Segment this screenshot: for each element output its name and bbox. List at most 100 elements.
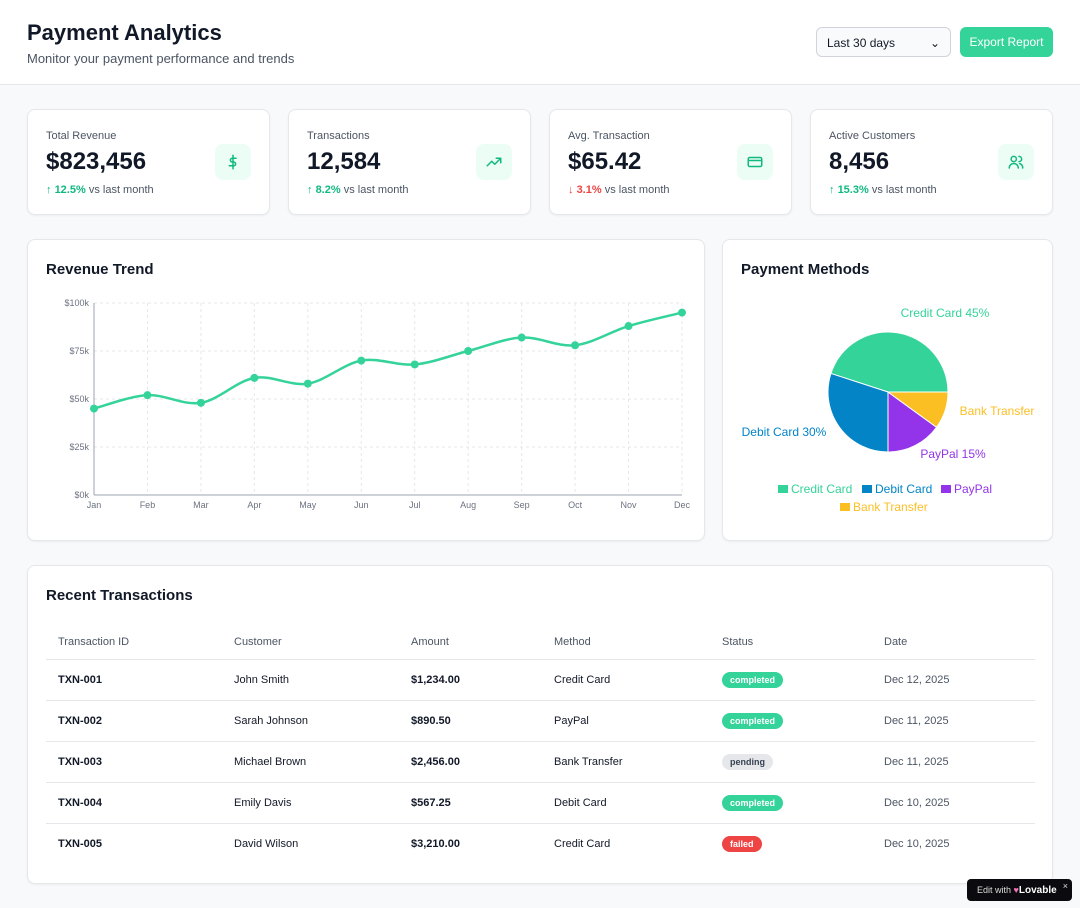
cell-status: completed [710, 700, 872, 742]
export-report-button[interactable]: Export Report [960, 27, 1053, 57]
data-point[interactable] [678, 308, 686, 317]
status-badge: completed [722, 671, 784, 688]
stat-label: Avg. Transaction [568, 130, 650, 142]
cell-amount: $1,234.00 [399, 659, 542, 701]
cell-transaction-id: TXN-001 [46, 659, 222, 701]
pie-slice[interactable] [887, 391, 938, 453]
data-point[interactable] [464, 347, 473, 355]
legend-swatch [862, 485, 872, 493]
table-row[interactable]: TXN-001 John Smith $1,234.00 Credit Card com… [46, 659, 1035, 701]
data-point[interactable] [196, 398, 205, 407]
data-point[interactable] [143, 391, 152, 400]
badge-text: Edit with [977, 885, 1012, 895]
chart-title: Payment Methods [741, 261, 870, 278]
cell-status: completed [710, 659, 872, 701]
cell-date: Dec 11, 2025 [872, 700, 1035, 742]
change-suffix: vs last month [88, 184, 154, 196]
x-tick-label: Feb [140, 500, 156, 510]
status-badge: failed [722, 835, 762, 852]
credit-card-icon [737, 144, 773, 180]
table-row[interactable]: TXN-005 David Wilson $3,210.00 Credit Card f… [46, 823, 1035, 864]
cell-transaction-id: TXN-005 [58, 837, 103, 850]
edit-with-lovable-badge[interactable]: Edit with ♥ Lovable × [967, 879, 1072, 901]
data-point[interactable] [303, 379, 312, 388]
legend-swatch [778, 485, 788, 493]
x-tick-label: Oct [568, 500, 583, 510]
pie-slice[interactable] [886, 391, 949, 428]
data-point[interactable] [357, 356, 366, 365]
trending-up-icon [476, 144, 512, 180]
close-icon[interactable]: × [1062, 881, 1068, 891]
table-row[interactable]: TXN-003 Michael Brown $2,456.00 Bank Transf… [46, 741, 1035, 783]
cell-amount: $890.50 [399, 700, 542, 742]
date-range-select[interactable]: Last 30 days ⌄ [816, 27, 951, 57]
stat-card: Active Customers 8,456 ↑ 15.3% vs last m… [810, 109, 1053, 215]
cell-method: PayPal [542, 700, 710, 742]
x-tick-label: Aug [460, 500, 476, 510]
status-badge: completed [722, 794, 784, 811]
stat-change: ↑ 15.3% vs last month [829, 184, 937, 196]
x-tick-label: Apr [247, 500, 261, 510]
stat-label: Active Customers [829, 130, 916, 142]
column-header: Customer [222, 626, 399, 660]
data-point[interactable] [517, 333, 526, 342]
cell-status: completed [710, 782, 872, 824]
table-row[interactable]: TXN-004 Emily Davis $567.25 Debit Card compl… [46, 782, 1035, 824]
y-tick-label: $75k [69, 346, 89, 356]
cell-transaction-id: TXN-004 [46, 782, 222, 824]
cell-date: Dec 10, 2025 [872, 782, 1035, 824]
change-suffix: vs last month [604, 184, 670, 196]
change-suffix: vs last month [343, 184, 409, 196]
stat-card: Transactions 12,584 ↑ 8.2% vs last month [288, 109, 531, 215]
header: Payment Analytics Monitor your payment p… [0, 0, 1080, 85]
cell-method: Debit Card [542, 782, 710, 824]
chevron-down-icon: ⌄ [929, 36, 940, 50]
transactions-table: Transaction ID Customer Amount Method Status… [46, 626, 1035, 864]
data-point[interactable] [90, 404, 98, 413]
data-point[interactable] [250, 373, 259, 382]
stat-label: Total Revenue [46, 130, 117, 142]
cell-customer: Emily Davis [222, 782, 399, 824]
slice-label: Debit Card 30% [742, 425, 827, 439]
slice-label: Credit Card 45% [901, 306, 990, 320]
pie-slice[interactable] [827, 372, 889, 453]
page-title: Payment Analytics [27, 20, 222, 45]
stat-card: Avg. Transaction $65.42 ↓ 3.1% vs last m… [549, 109, 792, 215]
users-icon [998, 144, 1034, 180]
column-header: Transaction ID [46, 626, 222, 660]
cell-customer: Michael Brown [222, 741, 399, 783]
column-header: Date [872, 626, 1035, 660]
date-range-value: Last 30 days [827, 36, 896, 50]
cell-customer: John Smith [222, 659, 399, 701]
badge-brand: Lovable [1018, 884, 1057, 896]
stat-value: $823,456 [46, 148, 147, 175]
y-tick-label: $100k [64, 298, 89, 308]
cell-date: Dec 10, 2025 [884, 837, 950, 850]
data-point[interactable] [571, 341, 580, 350]
table-title: Recent Transactions [46, 587, 193, 604]
arrow-up-icon: ↑ [46, 184, 52, 196]
change-value: 15.3% [837, 184, 869, 196]
column-header: Amount [399, 626, 542, 660]
cell-transaction-id: TXN-002 [46, 700, 222, 742]
y-tick-label: $50k [69, 394, 89, 404]
pie-slice[interactable] [830, 331, 949, 393]
stat-card: Total Revenue $823,456 ↑ 12.5% vs last m… [27, 109, 270, 215]
x-tick-label: Mar [193, 500, 209, 510]
cell-method: Credit Card [542, 659, 710, 701]
legend-label: PayPal [954, 482, 992, 496]
x-tick-label: Jul [409, 500, 421, 510]
revenue-trend-card: Revenue Trend [27, 239, 705, 541]
arrow-up-icon: ↑ [829, 184, 835, 196]
cell-customer: Sarah Johnson [222, 700, 399, 742]
data-point[interactable] [410, 360, 419, 369]
x-tick-label: Jan [87, 500, 102, 510]
cell-amount: $3,210.00 [411, 837, 460, 850]
data-point[interactable] [624, 322, 633, 331]
table-row[interactable]: TXN-002 Sarah Johnson $890.50 PayPal complet… [46, 700, 1035, 742]
revenue-line [93, 311, 683, 410]
change-suffix: vs last month [871, 184, 937, 196]
dollar-icon [215, 144, 251, 180]
stat-value: 12,584 [307, 148, 381, 175]
x-tick-label: Sep [514, 500, 530, 510]
